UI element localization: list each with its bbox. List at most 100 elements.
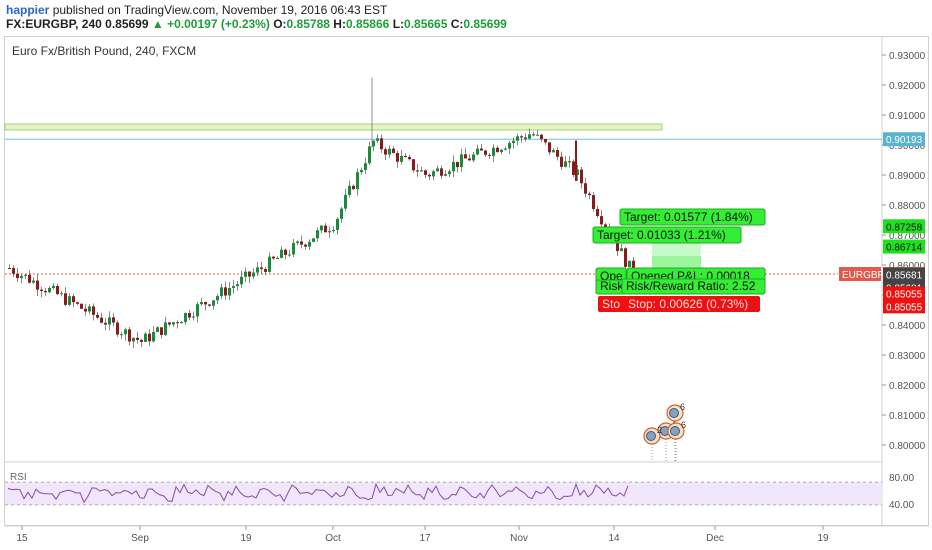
- price-label-bg: [883, 299, 925, 314]
- candle-up: [336, 218, 339, 230]
- candle-up: [276, 258, 279, 260]
- candle-up: [528, 134, 531, 139]
- candle-up: [552, 150, 555, 153]
- x-tick-label: 19: [817, 533, 829, 544]
- last-price: 0.85699: [105, 17, 149, 31]
- candle-down: [408, 157, 411, 160]
- candle-up: [232, 286, 235, 288]
- candle-up: [228, 287, 231, 296]
- candle-up: [500, 149, 503, 153]
- candle-up: [432, 171, 435, 177]
- y-tick-label: 0.80000: [889, 441, 926, 452]
- x-tick-label: Dec: [706, 533, 724, 544]
- candle-up: [328, 231, 331, 233]
- candle-up: [172, 322, 175, 325]
- candle-up: [240, 276, 243, 285]
- ohlc-low-value: 0.85665: [404, 17, 448, 31]
- candle-down: [520, 136, 523, 138]
- ohlc-low-key: L:: [392, 17, 405, 31]
- publish-info: happier published on TradingView.com, No…: [6, 3, 387, 17]
- candle-down: [352, 185, 355, 190]
- candle-down: [16, 273, 19, 279]
- candle-down: [488, 154, 491, 156]
- candle-up: [20, 275, 23, 279]
- author-name[interactable]: happier: [6, 3, 50, 17]
- candle-up: [60, 293, 63, 295]
- y-tick-label: 0.86000: [889, 261, 926, 272]
- y-tick-label: 0.93000: [889, 51, 926, 62]
- candle-up: [212, 300, 215, 306]
- ohlc-close-value: 0.85699: [463, 17, 507, 31]
- candle-up: [108, 317, 111, 325]
- candle-up: [376, 138, 379, 141]
- x-tick-label: 19: [240, 533, 252, 544]
- candle-up: [152, 332, 155, 342]
- candle-up: [124, 329, 127, 335]
- candle-down: [56, 285, 59, 295]
- y-tick-label: 0.84000: [889, 321, 926, 332]
- candle-up: [184, 313, 187, 323]
- y-tick-label: 0.91000: [889, 111, 926, 122]
- candle-down: [136, 337, 139, 340]
- y-tick-label: 0.87000: [889, 231, 926, 242]
- candle-down: [412, 159, 415, 171]
- candle-up: [68, 296, 71, 305]
- candle-up: [316, 230, 319, 239]
- price-label-bg: [883, 219, 925, 234]
- candle-down: [584, 183, 587, 194]
- x-tick-label: Oct: [325, 533, 341, 544]
- candle-up: [48, 287, 51, 293]
- candle-up: [164, 322, 167, 335]
- candle-down: [616, 240, 619, 252]
- candle-down: [604, 224, 607, 229]
- candle-down: [484, 150, 487, 155]
- candle-down: [204, 302, 207, 305]
- candle-down: [264, 269, 267, 272]
- candle-down: [392, 148, 395, 153]
- candle-down: [36, 280, 39, 290]
- candle-up: [292, 242, 295, 255]
- candle-up: [628, 260, 631, 267]
- candle-down: [304, 244, 307, 247]
- candle-up: [180, 322, 183, 324]
- candle-down: [148, 333, 151, 342]
- event-count: 2: [657, 425, 662, 435]
- candle-down: [8, 268, 11, 269]
- candle-down: [548, 142, 551, 153]
- candle-up: [356, 172, 359, 190]
- x-tick-label: 17: [419, 533, 431, 544]
- risk-reward-label: Risk/Reward Ratio: 2.52: [626, 279, 756, 293]
- stop-label: Stop: 0.00626 (0.73%): [628, 297, 748, 311]
- rsi-line: [7, 482, 629, 504]
- candle-up: [564, 161, 567, 167]
- candle-down: [300, 241, 303, 245]
- y-tick-label: 0.82000: [889, 381, 926, 392]
- candle-up: [268, 256, 271, 272]
- candle-down: [176, 322, 179, 324]
- candle-up: [364, 163, 367, 170]
- candle-down: [396, 152, 399, 162]
- candle-up: [332, 229, 335, 232]
- candle-up: [536, 134, 539, 136]
- candle-up: [344, 194, 347, 209]
- candle-down: [84, 308, 87, 312]
- candle-up: [308, 241, 311, 247]
- candle-down: [208, 304, 211, 306]
- candle-down: [128, 329, 131, 342]
- event-icon: [646, 431, 656, 441]
- y-tick-label: 0.89000: [889, 171, 926, 182]
- price-label: 0.85055: [886, 289, 923, 300]
- candle-down: [544, 139, 547, 143]
- y-tick-label: 0.83000: [889, 351, 926, 362]
- candle-up: [452, 161, 455, 172]
- risk-short-label: Risk: [600, 279, 624, 293]
- candle-down: [404, 156, 407, 158]
- x-tick-label: Nov: [510, 533, 528, 544]
- candle-up: [192, 316, 195, 318]
- candle-down: [416, 170, 419, 172]
- candle-up: [340, 208, 343, 219]
- candle-up: [296, 241, 299, 243]
- candle-down: [140, 339, 143, 342]
- candle-down: [532, 134, 535, 136]
